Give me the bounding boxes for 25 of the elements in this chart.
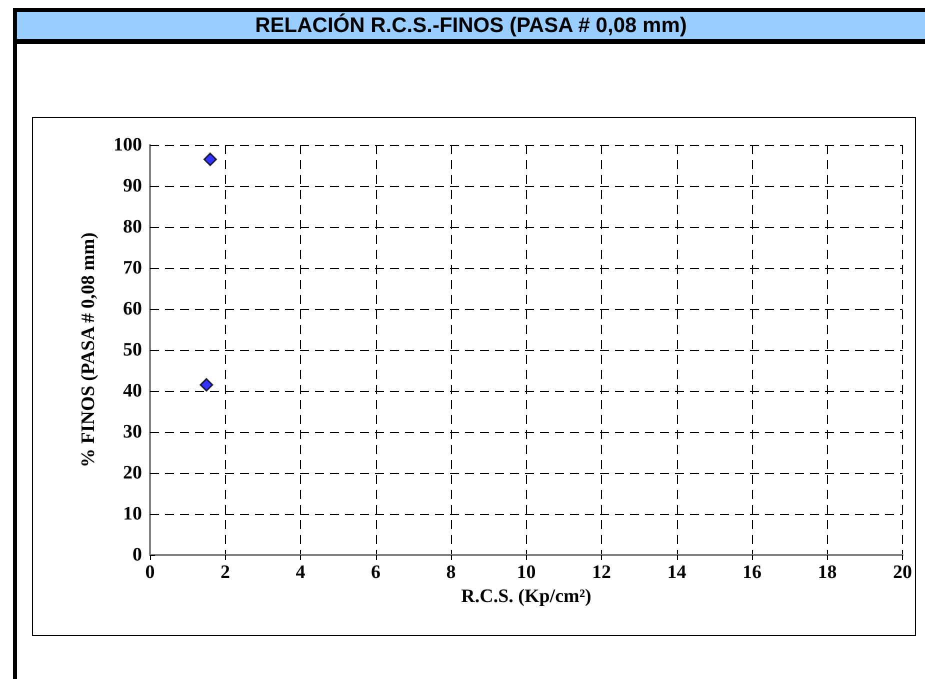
y-tick-label: 30	[123, 422, 142, 442]
y-tick-label: 0	[132, 544, 142, 566]
x-tick-label: 12	[592, 562, 611, 583]
y-tick-label: 80	[123, 216, 142, 238]
x-tick-label: 2	[220, 562, 230, 583]
chart-title: RELACIÓN R.C.S.-FINOS (PASA # 0,08 mm)	[17, 12, 925, 44]
x-tick-label: 16	[742, 562, 762, 583]
x-tick-label: 6	[371, 562, 380, 583]
y-tick-label: 50	[123, 340, 142, 360]
x-tick-label: 18	[818, 562, 837, 583]
x-tick-label: 0	[145, 562, 155, 583]
y-tick-label: 100	[114, 134, 142, 156]
x-tick-label: 10	[516, 562, 536, 583]
x-tick-label: 14	[667, 562, 687, 583]
y-tick-label: 10	[123, 504, 142, 524]
y-tick-label: 40	[123, 380, 142, 402]
x-tick-label: 20	[893, 562, 912, 583]
x-tick-label: 4	[296, 562, 306, 583]
y-tick-label: 20	[123, 462, 142, 484]
y-tick-label: 70	[123, 258, 142, 278]
y-tick-label: 90	[123, 176, 142, 196]
y-axis-title: % FINOS (PASA # 0,08 mm)	[78, 232, 99, 468]
x-tick-label: 8	[446, 562, 456, 583]
x-axis-title: R.C.S. (Kp/cm²)	[461, 586, 592, 607]
y-tick-label: 60	[123, 298, 142, 320]
